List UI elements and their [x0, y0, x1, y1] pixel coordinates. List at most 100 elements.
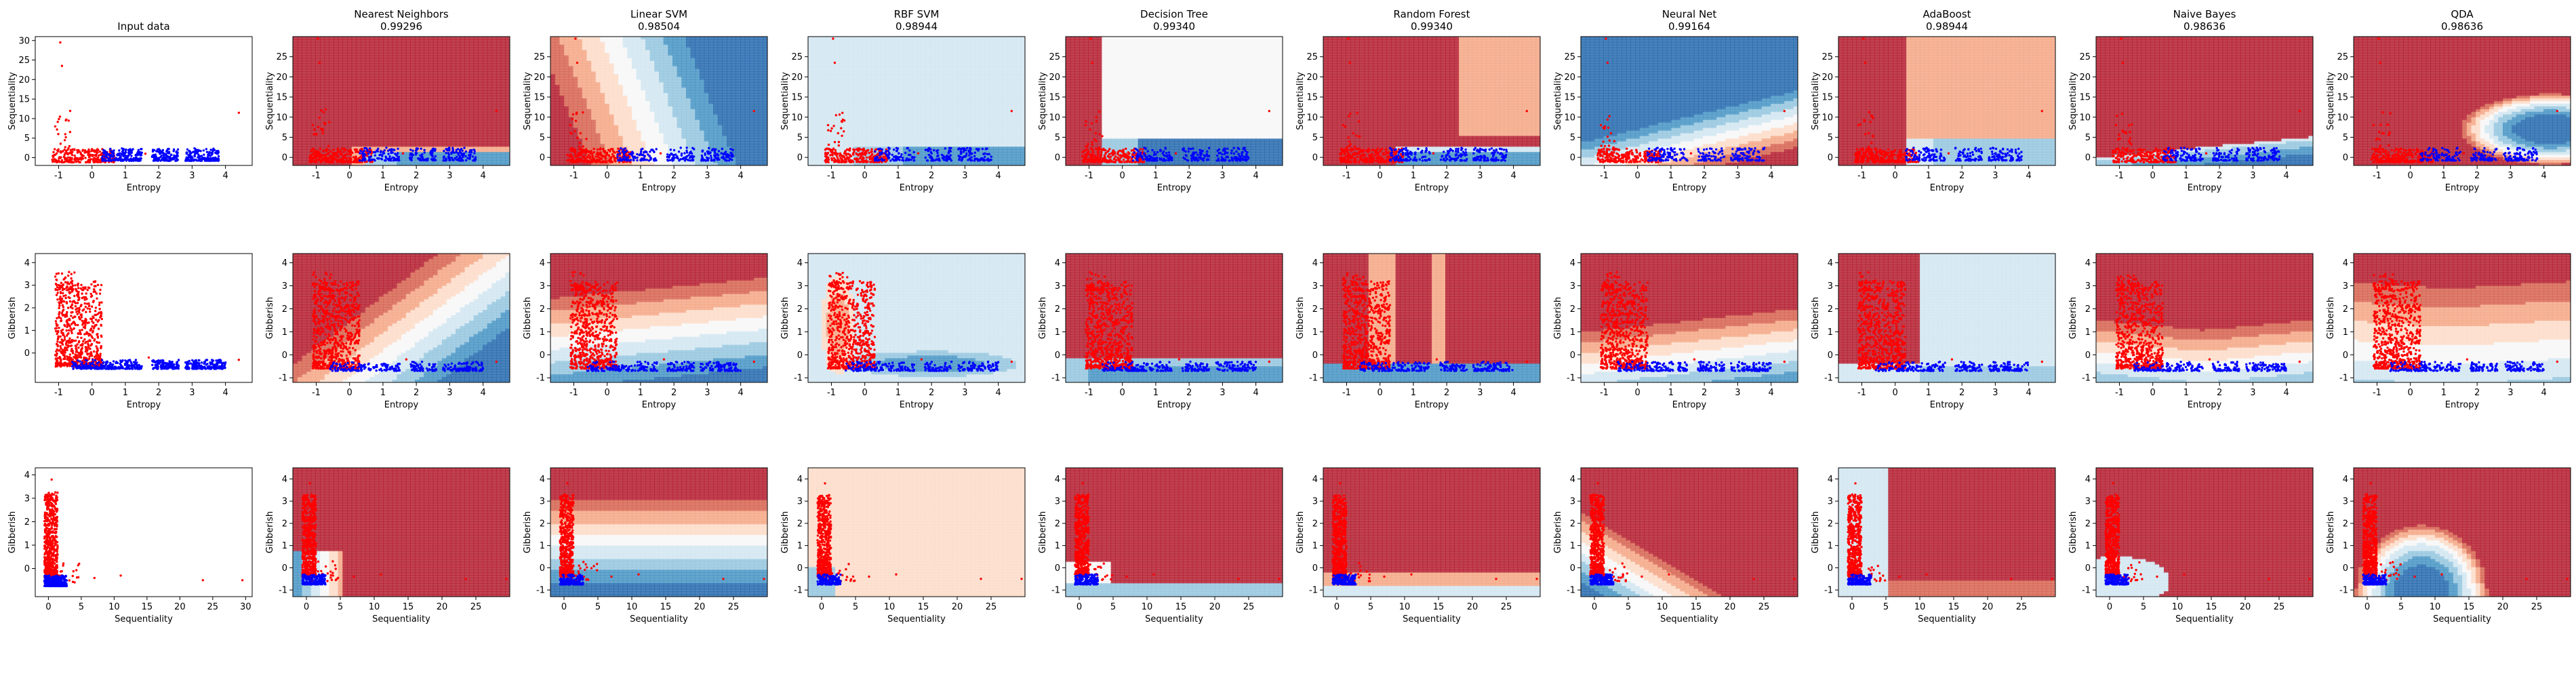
- scatter-point: [60, 156, 62, 158]
- x-tick-label: 2: [156, 171, 161, 181]
- decision-cell: [329, 128, 334, 132]
- decision-cell: [365, 101, 370, 104]
- decision-cell: [298, 56, 302, 59]
- decision-cell: [618, 39, 623, 43]
- scatter-point: [332, 148, 334, 151]
- decision-cell: [586, 87, 591, 91]
- decision-cell: [550, 146, 555, 150]
- decision-cell: [578, 47, 582, 51]
- decision-cell: [388, 87, 393, 91]
- decision-cell: [582, 117, 587, 121]
- decision-cell: [306, 104, 311, 107]
- decision-cell: [315, 128, 320, 132]
- decision-cell: [397, 134, 401, 137]
- decision-cell: [483, 42, 487, 45]
- decision-cell: [433, 85, 438, 88]
- decision-cell: [632, 112, 637, 115]
- decision-cell: [645, 104, 650, 107]
- decision-cell: [352, 128, 357, 132]
- decision-cell: [342, 77, 347, 80]
- decision-cell: [393, 90, 397, 94]
- scatter-point: [80, 153, 82, 155]
- y-tick-label: 10: [276, 113, 287, 123]
- decision-cell: [342, 71, 347, 75]
- decision-cell: [311, 56, 316, 59]
- decision-cell: [474, 117, 479, 121]
- decision-cell: [559, 90, 564, 94]
- decision-cell: [564, 101, 569, 104]
- decision-cell: [586, 128, 591, 132]
- decision-cell: [374, 98, 379, 102]
- decision-cell: [397, 77, 401, 80]
- decision-cell: [609, 141, 614, 144]
- decision-cell: [664, 87, 668, 91]
- decision-cell: [338, 104, 343, 107]
- decision-cell: [564, 64, 569, 67]
- decision-cell: [342, 79, 347, 83]
- decision-cell: [654, 47, 659, 51]
- scatter-point: [458, 154, 460, 156]
- decision-cell: [365, 104, 370, 107]
- decision-cell: [623, 131, 628, 134]
- decision-cell: [406, 93, 411, 96]
- decision-cell: [627, 136, 632, 139]
- scatter-point: [61, 65, 63, 67]
- decision-cell: [428, 87, 433, 91]
- decision-cell: [397, 90, 401, 94]
- decision-cell: [361, 93, 365, 96]
- decision-cell: [478, 64, 483, 67]
- decision-cell: [420, 61, 424, 64]
- scatter-point: [315, 159, 317, 161]
- decision-cell: [342, 39, 347, 43]
- decision-cell: [578, 128, 582, 132]
- scatter-point: [206, 159, 208, 161]
- decision-cell: [293, 98, 298, 102]
- decision-cell: [361, 85, 365, 88]
- decision-cell: [559, 69, 564, 73]
- decision-cell: [369, 106, 374, 110]
- decision-cell: [352, 141, 357, 144]
- decision-cell: [379, 104, 384, 107]
- decision-cell: [320, 82, 325, 85]
- decision-cell: [605, 115, 609, 118]
- decision-cell: [338, 125, 343, 129]
- decision-cell: [356, 125, 361, 129]
- scatter-point: [127, 149, 129, 151]
- decision-cell: [654, 93, 659, 96]
- decision-cell: [406, 79, 411, 83]
- decision-cell: [559, 42, 564, 45]
- decision-cell: [415, 82, 420, 85]
- decision-cell: [469, 90, 474, 94]
- y-tick-label: 0: [282, 153, 287, 163]
- scatter-point: [216, 159, 218, 161]
- decision-cell: [329, 131, 334, 134]
- decision-cell: [618, 128, 623, 132]
- decision-cell: [632, 144, 637, 147]
- decision-cell: [383, 66, 388, 70]
- decision-cell: [447, 56, 451, 59]
- decision-cell: [664, 82, 668, 85]
- decision-cell: [596, 115, 601, 118]
- decision-cell: [659, 128, 664, 132]
- y-tick-label: 25: [18, 56, 30, 66]
- decision-cell: [559, 134, 564, 137]
- decision-cell: [483, 136, 487, 139]
- decision-cell: [550, 93, 555, 96]
- decision-cell: [596, 45, 601, 48]
- decision-cell: [650, 136, 655, 139]
- decision-cell: [641, 87, 645, 91]
- decision-cell: [573, 125, 578, 129]
- decision-cell: [451, 96, 456, 99]
- decision-cell: [496, 90, 501, 94]
- decision-cell: [496, 136, 501, 139]
- decision-cell: [424, 82, 428, 85]
- decision-cell: [668, 115, 672, 118]
- decision-cell: [325, 79, 329, 83]
- decision-cell: [451, 106, 456, 110]
- decision-cell: [325, 87, 329, 91]
- x-tick-label: 2: [414, 171, 419, 181]
- decision-cell: [374, 115, 379, 118]
- decision-cell: [393, 45, 397, 48]
- decision-cell: [365, 74, 370, 77]
- decision-cell: [559, 155, 564, 158]
